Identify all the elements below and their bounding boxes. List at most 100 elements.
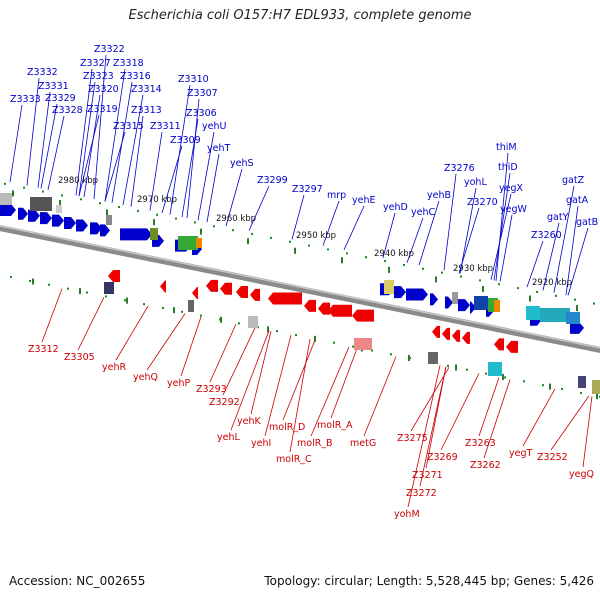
tick-mark: [153, 219, 155, 226]
bottom-connector: [289, 338, 311, 453]
minus-strand-gene: [432, 325, 440, 338]
top-connector: [248, 185, 270, 231]
top-gene-label: yehE: [352, 195, 376, 206]
tick-dot: [422, 267, 424, 270]
top-connector: [458, 207, 480, 274]
tick-dot: [504, 376, 506, 379]
top-gene-label: thiD: [498, 162, 518, 173]
top-connector: [75, 68, 93, 196]
tick-dot: [175, 217, 177, 220]
genome-summary: Topology: circular; Length: 5,528,445 bp…: [264, 574, 594, 588]
tick-dot: [523, 380, 525, 383]
tick-mark: [32, 278, 34, 285]
minus-strand-gene: [452, 329, 460, 342]
minus-strand-gene: [304, 299, 316, 312]
top-connector: [130, 115, 144, 207]
top-connector: [9, 104, 23, 183]
plus-strand-gene: [570, 321, 584, 334]
minus-strand-gene: [318, 302, 330, 315]
tick-mark: [247, 238, 249, 245]
minus-strand-gene: [192, 287, 198, 300]
top-connector: [26, 77, 40, 186]
tick-dot: [466, 368, 468, 371]
top-gene-label: yegX: [499, 183, 523, 194]
feature-box: [178, 236, 198, 250]
bottom-connector: [310, 346, 350, 437]
bottom-gene-label: molR_A: [317, 420, 353, 431]
ruler-ticks: [4, 182, 600, 400]
top-gene-label: Z3318: [113, 58, 144, 69]
tick-dot: [561, 388, 563, 391]
bottom-gene-label: metG: [350, 438, 376, 449]
bottom-connector: [230, 330, 270, 431]
top-connector: [553, 185, 575, 293]
top-gene-label: mrp: [327, 190, 346, 201]
bottom-gene-label: yehR: [102, 362, 126, 373]
plus-strand-gene: [458, 299, 470, 312]
tick-dot: [327, 248, 329, 251]
top-connector: [78, 81, 96, 197]
tick-dot: [124, 299, 126, 302]
bottom-connector: [582, 396, 593, 468]
bottom-gene-label: Z3292: [209, 397, 240, 408]
bottom-connector: [41, 288, 63, 343]
top-gene-label: Z3320: [88, 84, 119, 95]
tick-mark: [341, 257, 343, 264]
bottom-connector: [440, 373, 480, 451]
tick-dot: [333, 341, 335, 344]
bottom-gene-label: Z3262: [470, 460, 501, 471]
feature-box: [104, 282, 114, 294]
tick-mark: [173, 307, 175, 314]
top-connector: [225, 168, 243, 227]
top-connector: [382, 212, 396, 258]
tick-dot: [270, 236, 272, 239]
bottom-connector: [522, 388, 556, 447]
top-gene-label: Z3313: [131, 105, 162, 116]
plus-strand-genes: [0, 204, 584, 334]
plus-strand-gene: [64, 217, 76, 230]
tick-dot: [536, 290, 538, 293]
top-connector: [206, 153, 220, 223]
top-gene-label: Z3316: [120, 71, 151, 82]
top-connector: [104, 68, 126, 202]
tick-dot: [181, 310, 183, 313]
tick-dot: [574, 298, 576, 301]
bottom-gene-label: molR_D: [269, 422, 305, 433]
bottom-connector: [407, 365, 441, 508]
plus-strand-gene: [120, 228, 152, 241]
kbp-label: 2920 kbp: [532, 278, 572, 288]
tick-mark: [388, 266, 390, 273]
tick-dot: [118, 206, 120, 209]
minus-strand-gene: [206, 279, 218, 292]
feature-box: [384, 280, 394, 294]
bottom-gene-label: Z3293: [196, 384, 227, 395]
kbp-label: 2960 kbp: [216, 214, 256, 224]
tick-dot: [593, 302, 595, 305]
top-connector: [186, 98, 200, 219]
top-gene-label: gatA: [566, 195, 589, 206]
tick-dot: [99, 202, 101, 205]
bottom-gene-label: yehP: [167, 378, 190, 389]
feature-box: [354, 338, 372, 350]
minus-strand-gene: [268, 292, 302, 305]
minus-strand-gene: [328, 304, 352, 317]
tick-mark: [408, 354, 410, 361]
feature-box: [150, 228, 158, 240]
bottom-gene-label: yehI: [251, 438, 271, 449]
bottom-gene-label: yehQ: [133, 372, 158, 383]
top-gene-label: Z3309: [170, 135, 201, 146]
minus-strand-gene: [236, 285, 248, 298]
top-gene-label: Z3329: [45, 93, 76, 104]
bottom-connector: [419, 366, 447, 487]
tick-mark: [267, 326, 269, 333]
feature-box: [592, 380, 600, 394]
bottom-gene-label: molR_B: [297, 438, 333, 449]
plus-strand-gene: [470, 301, 476, 314]
top-connector: [322, 200, 340, 246]
top-connector: [122, 94, 144, 206]
minus-strand-genes: [108, 269, 518, 353]
top-connector: [83, 94, 101, 198]
bottom-connector: [330, 348, 358, 419]
feature-box: [0, 193, 12, 205]
